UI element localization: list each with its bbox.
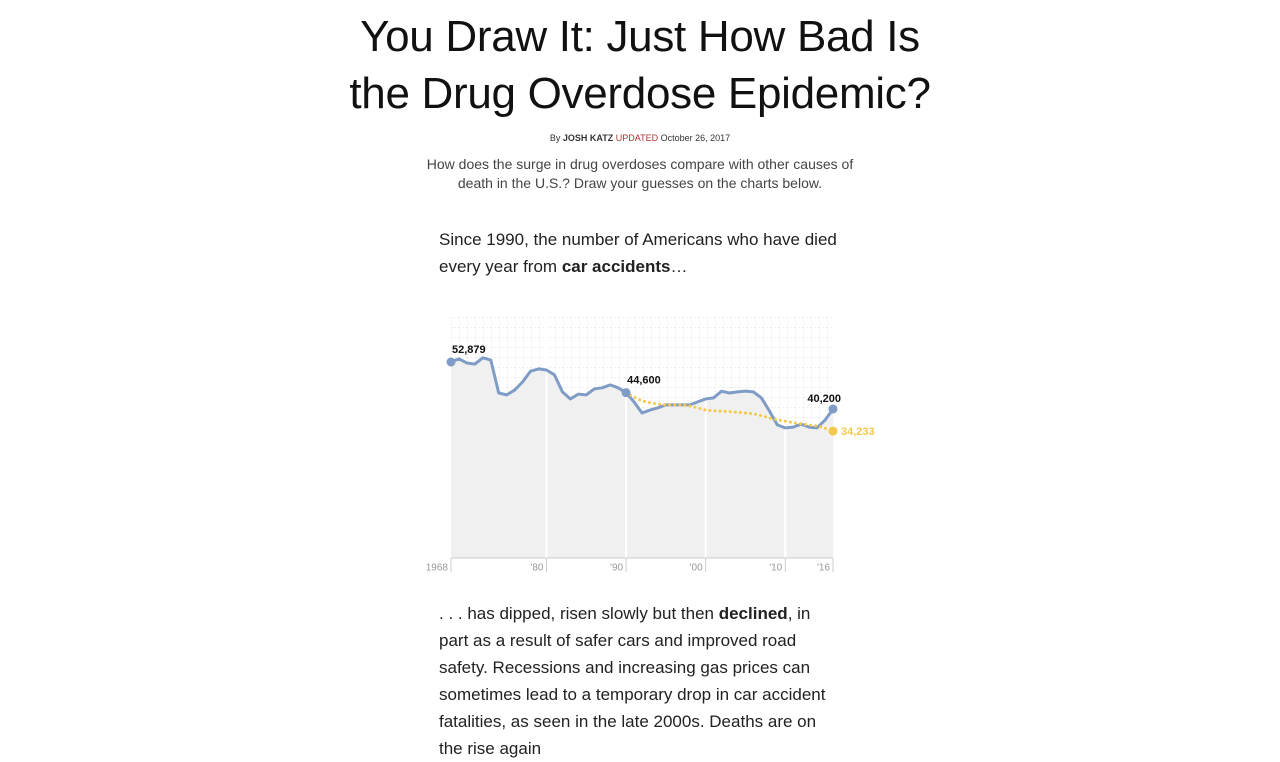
line xyxy=(450,356,835,430)
intro: Since 1990, the number of Americans who … xyxy=(439,226,844,280)
data-label: 40,200 xyxy=(807,393,841,405)
text: , in part as a result of safer cars and … xyxy=(439,604,826,758)
emphasis: car accidents xyxy=(561,257,671,276)
x-tick-label: '16 xyxy=(817,563,830,574)
point xyxy=(621,388,631,398)
byline: By JOSH KATZ UPDATED October 26, 2017 xyxy=(340,133,940,143)
date: October 26, 2017 xyxy=(660,133,731,143)
point xyxy=(828,404,838,414)
text: . . . has dipped, risen slowly but then xyxy=(439,604,719,623)
body-text: . . . has dipped, risen slowly but then … xyxy=(439,600,844,762)
x-tick-label: '80 xyxy=(530,563,543,574)
text: Since 1990, the number of Americans who … xyxy=(439,230,837,276)
by: By xyxy=(549,133,561,143)
emphasis: declined xyxy=(718,604,788,623)
author[interactable]: JOSH KATZ xyxy=(562,133,614,143)
x-tick-label: 1968 xyxy=(426,563,449,574)
point xyxy=(828,426,838,436)
data-label: 52,879 xyxy=(452,344,486,356)
point xyxy=(446,357,456,367)
status: UPDATED xyxy=(615,133,659,143)
x-tick-label: '00 xyxy=(690,563,703,574)
text: … xyxy=(670,257,688,276)
data-label: 34,233 xyxy=(841,426,875,438)
data-label: 44,600 xyxy=(627,375,661,387)
x-tick-label: '90 xyxy=(610,563,623,574)
deck: How does the surge in drug overdoses com… xyxy=(426,156,854,191)
title: You Draw It: Just How Bad Is the Drug Ov… xyxy=(349,12,931,118)
x-tick-label: '10 xyxy=(769,563,782,574)
line xyxy=(624,391,835,433)
chart[interactable]: 1968 '80 '90 '00 '10 '16 52,879 44,600 40,200 34,… xyxy=(0,0,1280,720)
